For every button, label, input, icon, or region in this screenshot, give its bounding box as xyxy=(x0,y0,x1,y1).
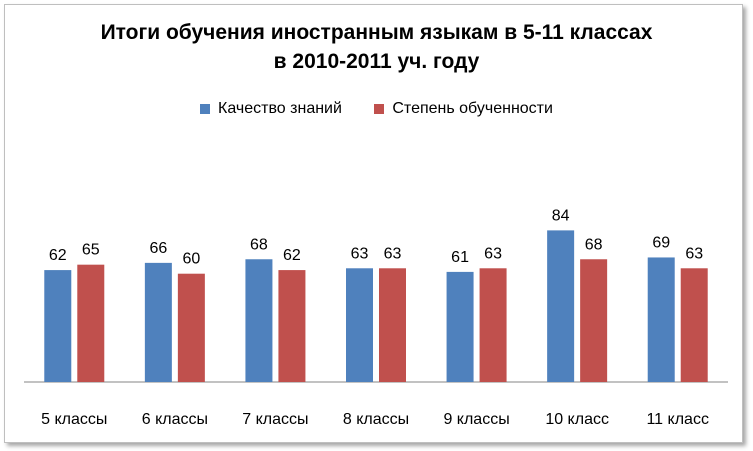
data-label: 63 xyxy=(384,245,402,262)
legend-swatch-quality xyxy=(200,104,211,114)
x-tick-label: 9 классы xyxy=(443,411,509,428)
bar xyxy=(680,268,708,382)
data-label: 62 xyxy=(49,247,67,264)
data-label: 60 xyxy=(182,251,200,268)
x-tick-label: 5 классы xyxy=(41,411,107,428)
bar xyxy=(647,257,675,382)
data-label: 63 xyxy=(351,245,369,262)
data-label: 61 xyxy=(451,249,469,266)
data-label: 84 xyxy=(552,207,570,224)
data-label: 65 xyxy=(82,242,100,259)
bar xyxy=(144,262,172,382)
x-tick-label: 8 классы xyxy=(343,411,409,428)
data-label: 69 xyxy=(652,234,670,251)
legend-item-training: Степень обученности xyxy=(374,100,553,118)
x-tick-label: 10 класс xyxy=(545,411,609,428)
legend-item-quality: Качество знаний xyxy=(200,100,342,118)
chart-title: Итоги обучения иностранным языкам в 5-11… xyxy=(0,18,753,76)
bar xyxy=(278,270,306,382)
legend-label-quality: Качество знаний xyxy=(218,100,342,117)
bar xyxy=(479,268,507,382)
chart-legend: Качество знаний Степень обученности xyxy=(0,100,753,119)
bar xyxy=(245,259,273,382)
data-label: 68 xyxy=(250,236,268,253)
bar xyxy=(346,268,373,382)
x-tick-label: 11 класс xyxy=(646,411,708,428)
chart-frame xyxy=(4,4,743,443)
bar xyxy=(547,230,575,382)
x-tick-label: 7 классы xyxy=(242,411,308,428)
legend-swatch-training xyxy=(374,104,385,114)
data-label: 68 xyxy=(585,236,603,253)
chart-title-line-2: в 2010-2011 уч. году xyxy=(273,50,480,73)
bar xyxy=(77,264,105,382)
bar xyxy=(580,259,608,382)
data-label: 63 xyxy=(484,245,502,262)
legend-label-training: Степень обученности xyxy=(392,100,553,117)
x-tick-label: 6 классы xyxy=(142,411,208,428)
bar xyxy=(446,271,474,382)
chart-title-line-1: Итоги обучения иностранным языкам в 5-11… xyxy=(100,21,653,44)
bar xyxy=(177,273,205,382)
data-label: 63 xyxy=(685,245,703,262)
data-label: 66 xyxy=(149,240,167,257)
data-label: 62 xyxy=(283,247,301,264)
bar xyxy=(379,268,406,382)
bar xyxy=(44,270,72,382)
